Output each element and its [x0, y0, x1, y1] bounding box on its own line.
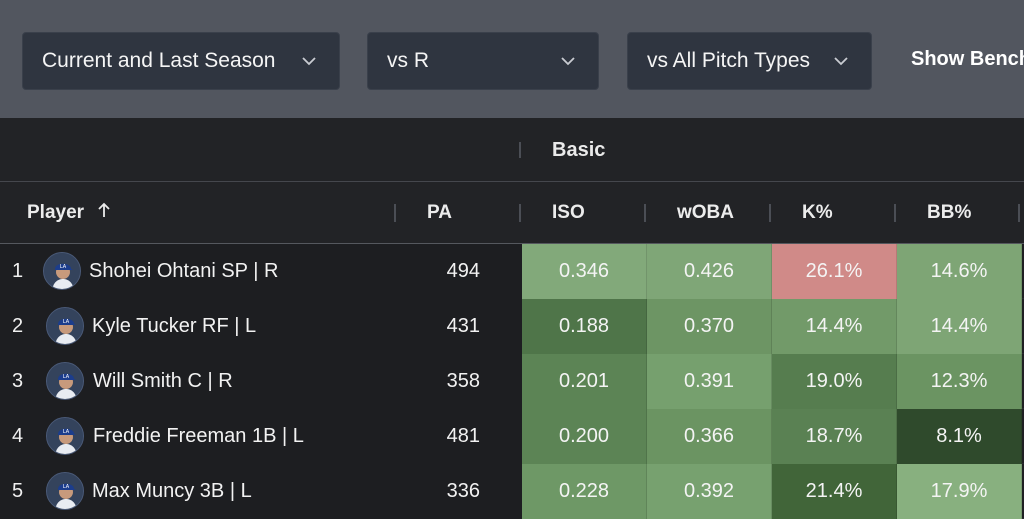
chevron-down-icon	[301, 53, 317, 69]
column-divider	[769, 204, 771, 222]
chevron-down-icon	[560, 53, 576, 69]
cell-k-pct: 19.0%	[772, 354, 897, 409]
player-name-link[interactable]: Kyle Tucker RF | L	[92, 315, 257, 337]
header-pa[interactable]: PA	[427, 202, 452, 223]
cell-iso: 0.228	[522, 464, 647, 519]
row-player-area	[0, 299, 522, 354]
column-divider	[394, 204, 396, 222]
cell-pa: 358	[446, 370, 480, 392]
player-headshot-avatar: LA	[43, 252, 81, 290]
table-row[interactable]: 5 LA Max Muncy 3B | L 336 0.228 0.392 21.4% 17.…	[0, 464, 1024, 519]
table-row[interactable]: 4 LA Freddie Freeman 1B | L 481 0.200 0.366 18…	[0, 409, 1024, 464]
stats-table: Basic Player PA ISO wOBA K% BB% 1 LA Shohe…	[0, 118, 1024, 519]
header-woba[interactable]: wOBA	[677, 202, 734, 223]
table-row[interactable]: 3 LA Will Smith C | R 358 0.201 0.391 19.0% 12.…	[0, 354, 1024, 409]
svg-text:LA: LA	[63, 429, 70, 435]
header-player-label: Player	[27, 202, 85, 224]
row-player-area	[0, 354, 522, 409]
header-player[interactable]: Player	[27, 202, 111, 224]
cell-iso: 0.346	[522, 244, 647, 299]
cell-pa: 481	[446, 425, 480, 447]
handedness-dropdown[interactable]: vs R	[367, 32, 599, 90]
column-divider	[644, 204, 646, 222]
filter-bar: Current and Last Season vs R vs All Pitc…	[0, 0, 1024, 118]
column-divider	[519, 204, 521, 222]
cell-woba: 0.426	[647, 244, 772, 299]
group-label-basic: Basic	[552, 139, 606, 161]
chevron-down-icon	[833, 53, 849, 69]
sort-ascending-icon	[97, 202, 111, 224]
season-dropdown[interactable]: Current and Last Season	[22, 32, 340, 90]
row-player-area	[0, 244, 522, 299]
row-rank: 3	[12, 370, 24, 392]
table-row[interactable]: 2 LA Kyle Tucker RF | L 431 0.188 0.370 14.4% 1…	[0, 299, 1024, 354]
svg-text:LA: LA	[63, 319, 70, 325]
cell-woba: 0.366	[647, 409, 772, 464]
cell-woba: 0.392	[647, 464, 772, 519]
row-rank: 4	[12, 425, 24, 447]
column-divider	[519, 142, 521, 158]
column-divider	[1018, 204, 1020, 222]
header-iso[interactable]: ISO	[552, 202, 585, 223]
player-name-link[interactable]: Shohei Ohtani SP | R	[89, 260, 279, 282]
cell-k-pct: 21.4%	[772, 464, 897, 519]
row-player-area	[0, 409, 522, 464]
cell-k-pct: 14.4%	[772, 299, 897, 354]
cell-iso: 0.188	[522, 299, 647, 354]
player-headshot-avatar: LA	[46, 472, 84, 510]
cell-k-pct: 18.7%	[772, 409, 897, 464]
pitch-types-dropdown-label: vs All Pitch Types	[647, 49, 811, 72]
cell-bb-pct: 17.9%	[897, 464, 1022, 519]
cell-woba: 0.370	[647, 299, 772, 354]
table-row[interactable]: 1 LA Shohei Ohtani SP | R 494 0.346 0.426 26.1…	[0, 244, 1024, 299]
cell-woba: 0.391	[647, 354, 772, 409]
svg-text:LA: LA	[60, 264, 67, 270]
cell-k-pct: 26.1%	[772, 244, 897, 299]
svg-text:LA: LA	[63, 484, 70, 490]
row-rank: 1	[12, 260, 24, 282]
cell-pa: 336	[446, 480, 480, 502]
cell-iso: 0.200	[522, 409, 647, 464]
cell-iso: 0.201	[522, 354, 647, 409]
cell-pa: 431	[446, 315, 480, 337]
player-name-link[interactable]: Will Smith C | R	[93, 370, 233, 392]
row-rank: 2	[12, 315, 24, 337]
player-headshot-avatar: LA	[46, 362, 84, 400]
show-bench-toggle[interactable]: Show Bench	[911, 48, 1024, 70]
cell-bb-pct: 8.1%	[897, 409, 1022, 464]
header-bb-pct[interactable]: BB%	[927, 202, 972, 223]
handedness-dropdown-label: vs R	[387, 49, 429, 72]
player-headshot-avatar: LA	[46, 307, 84, 345]
player-name-link[interactable]: Max Muncy 3B | L	[92, 480, 252, 502]
pitch-types-dropdown[interactable]: vs All Pitch Types	[627, 32, 872, 90]
cell-bb-pct: 14.4%	[897, 299, 1022, 354]
cell-pa: 494	[446, 260, 480, 282]
player-headshot-avatar: LA	[46, 417, 84, 455]
season-dropdown-label: Current and Last Season	[42, 49, 276, 72]
svg-text:LA: LA	[63, 374, 70, 380]
column-group-row: Basic	[0, 118, 1024, 182]
row-player-area	[0, 464, 522, 519]
row-rank: 5	[12, 480, 24, 502]
cell-bb-pct: 14.6%	[897, 244, 1022, 299]
header-row: Player PA ISO wOBA K% BB%	[0, 182, 1024, 244]
player-name-link[interactable]: Freddie Freeman 1B | L	[93, 425, 304, 447]
cell-bb-pct: 12.3%	[897, 354, 1022, 409]
header-k-pct[interactable]: K%	[802, 202, 833, 223]
column-divider	[894, 204, 896, 222]
